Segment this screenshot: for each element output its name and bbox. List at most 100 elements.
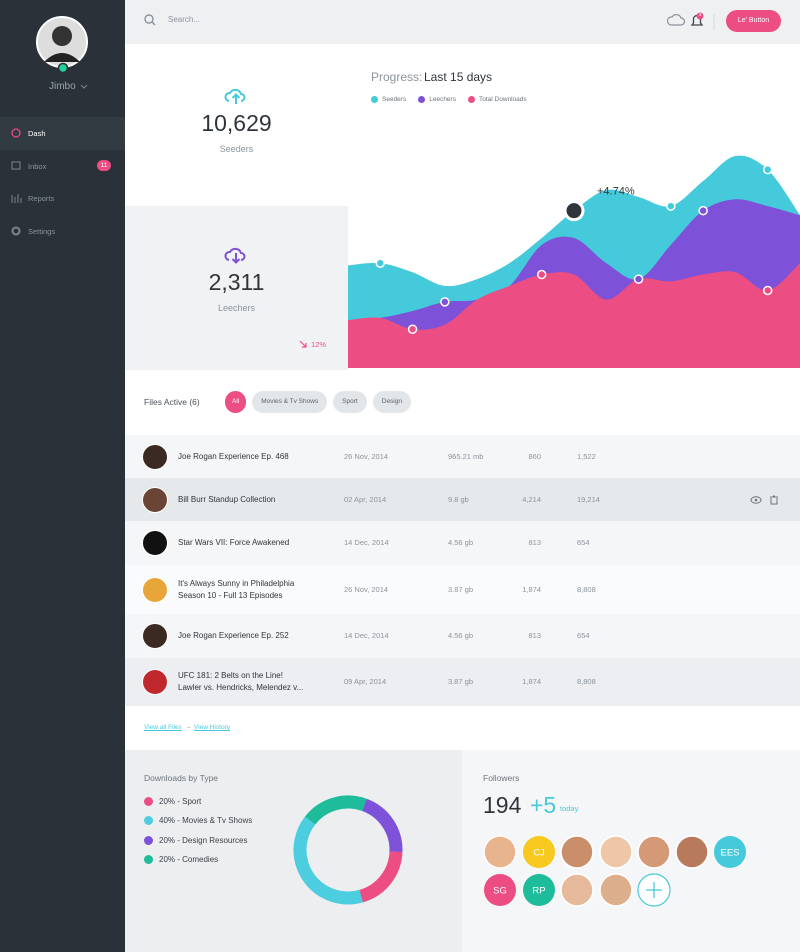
top-icons — [666, 12, 715, 30]
file-size: 9.8 gb — [448, 494, 469, 504]
panel-title: Followers — [483, 773, 520, 783]
file-name: It's Always Sunny in Philadelphia — [178, 578, 295, 588]
filter-chip[interactable]: Design — [372, 391, 411, 413]
badge: 11 — [97, 160, 111, 171]
file-seeds: 813 — [528, 631, 541, 640]
type-legend-item: 20% - Design Resources — [144, 835, 248, 845]
nav-item[interactable]: Inbox — [28, 162, 47, 171]
follower-photo[interactable] — [599, 835, 633, 869]
file-thumb — [142, 669, 168, 695]
legend-item: Leechers — [418, 96, 456, 103]
file-thumb — [142, 443, 168, 470]
nav-item[interactable]: Reports — [28, 194, 55, 203]
file-row[interactable]: It's Always Sunny in Philadelphia Season … — [125, 565, 800, 614]
filter-chip[interactable]: All — [225, 391, 247, 413]
nav-item[interactable]: Dash — [28, 129, 46, 138]
legend-item: Seeders — [371, 96, 406, 103]
file-name: Bill Burr Standup Collection — [178, 494, 276, 504]
file-size: 4.56 gb — [448, 631, 474, 640]
row-actions — [750, 495, 778, 505]
area-chart: +4.74% — [348, 155, 800, 368]
stat-card — [125, 206, 348, 370]
file-seeds: 813 — [528, 538, 541, 547]
point — [698, 205, 708, 216]
file-row[interactable]: Bill Burr Standup Collection 02 Apr, 2014… — [125, 478, 800, 521]
follower-initials-bg[interactable] — [484, 874, 516, 906]
file-thumb — [142, 576, 168, 603]
legend-swatch — [418, 96, 426, 103]
follower-initials-bg[interactable] — [523, 836, 555, 868]
files-title: Files Active (6) — [144, 397, 200, 407]
follower-initials-bg[interactable] — [523, 874, 555, 906]
panel-title: Downloads by Type — [144, 773, 219, 783]
file-size: 3.87 gb — [448, 677, 474, 686]
link[interactable]: View History — [194, 724, 231, 731]
type-swatch — [144, 797, 153, 806]
legend-swatch — [371, 96, 378, 103]
point — [762, 164, 773, 175]
follower-initials-bg[interactable] — [714, 836, 746, 868]
file-downloads: 1,522 — [577, 451, 596, 461]
plus-icon — [646, 882, 662, 898]
follower-photo[interactable] — [483, 835, 517, 869]
link[interactable]: View all Files — [144, 724, 182, 731]
file-name: Lawler vs. Hendricks, Melendez v... — [178, 683, 304, 692]
filter-chip[interactable]: Sport — [333, 391, 367, 413]
point — [440, 297, 450, 307]
user-name[interactable]: Jimbo — [49, 81, 76, 92]
file-date: 26 Nov, 2014 — [344, 451, 389, 461]
file-downloads: 19,214 — [577, 494, 600, 504]
file-date: 14 Dec, 2014 — [344, 631, 389, 640]
file-row[interactable]: UFC 181: 2 Belts on the Line! Lawler vs. … — [125, 658, 800, 706]
legend-label: Seeders — [382, 96, 407, 103]
follower-avatars: CJ EES SG RP — [483, 835, 746, 907]
follower-initials: EES — [720, 848, 739, 859]
nav-icons — [11, 128, 22, 236]
type-swatch — [144, 854, 153, 864]
annotation: +4.74% — [597, 186, 635, 198]
follower-photo[interactable] — [560, 873, 594, 907]
follower-new: +5 — [530, 792, 557, 818]
type-swatch — [144, 816, 153, 826]
view-icon[interactable] — [750, 496, 762, 504]
file-name: Star Wars VII: Force Awakened — [178, 538, 290, 547]
nav-item[interactable]: Settings — [28, 227, 56, 236]
follower-photo[interactable] — [560, 835, 594, 869]
follower-photo[interactable] — [675, 835, 709, 869]
icon — [11, 226, 21, 236]
file-size: 965.21 mb — [448, 451, 484, 461]
stat-value: 10,629 — [201, 110, 272, 136]
status-dot — [57, 62, 69, 74]
top-button[interactable]: Le' Button — [726, 10, 781, 32]
legend-label: Leechers — [429, 96, 456, 103]
file-seeds: 860 — [528, 451, 541, 461]
donut-segment — [293, 795, 403, 905]
follower-photo[interactable] — [599, 873, 633, 907]
stat-change: 12% — [311, 340, 327, 349]
delete-icon[interactable] — [770, 495, 778, 505]
file-date: 09 Apr, 2014 — [344, 677, 387, 686]
filters: All Movies & Tv Shows Sport Design — [225, 391, 411, 413]
legend: Seeders Leechers Total Downloads — [371, 96, 527, 103]
icon — [11, 128, 21, 138]
search-input[interactable]: Search... — [168, 15, 201, 24]
donut-chart — [293, 795, 403, 905]
file-row[interactable]: Star Wars VII: Force Awakened 14 Dec, 201… — [125, 521, 800, 565]
file-size: 3.87 gb — [448, 584, 474, 594]
cloud-icon[interactable] — [666, 14, 686, 26]
follower-period: today — [560, 804, 579, 813]
bell-badge — [696, 12, 704, 20]
icon — [11, 194, 22, 203]
file-row[interactable]: Joe Rogan Experience Ep. 468 26 Nov, 2014… — [125, 435, 800, 478]
file-size: 4.56 gb — [448, 538, 474, 547]
type-label: 20% - Sport — [159, 797, 202, 806]
file-row[interactable]: Joe Rogan Experience Ep. 252 14 Dec, 2014… — [125, 614, 800, 658]
chevron — [80, 84, 88, 89]
follower-photo[interactable] — [637, 835, 671, 869]
filter-chip[interactable]: Movies & Tv Shows — [252, 391, 328, 413]
type-label: 20% - Design Resources — [159, 835, 248, 845]
type-legend-item: 20% - Comedies — [144, 854, 218, 864]
file-date: 02 Apr, 2014 — [344, 494, 387, 504]
topbar — [125, 0, 800, 44]
